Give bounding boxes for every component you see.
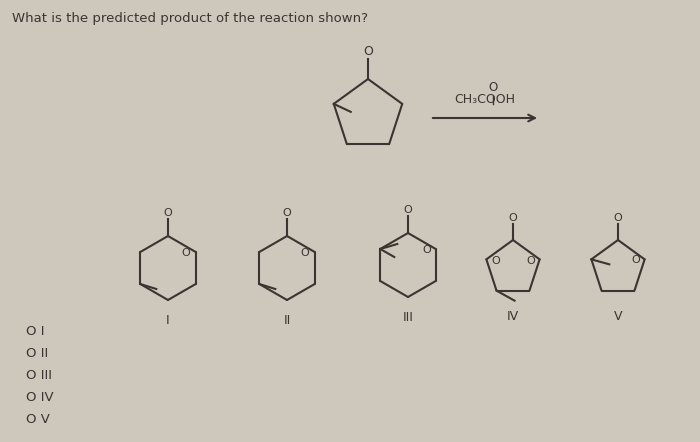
Text: O: O <box>489 81 498 94</box>
Text: O: O <box>422 245 430 255</box>
Text: O: O <box>181 248 190 258</box>
Text: O III: O III <box>26 369 52 382</box>
Text: II: II <box>284 314 290 327</box>
Text: O II: O II <box>26 347 48 360</box>
Text: O: O <box>491 256 500 267</box>
Text: O I: O I <box>26 325 45 338</box>
Text: What is the predicted product of the reaction shown?: What is the predicted product of the rea… <box>12 12 368 25</box>
Text: O V: O V <box>26 413 50 426</box>
Text: O: O <box>614 213 622 223</box>
Text: O: O <box>164 208 172 218</box>
Text: O: O <box>300 248 309 258</box>
Text: IV: IV <box>507 310 519 323</box>
Text: III: III <box>402 311 414 324</box>
Text: O IV: O IV <box>26 391 54 404</box>
Text: O: O <box>404 205 412 215</box>
Text: I: I <box>166 314 170 327</box>
Text: O: O <box>526 256 535 267</box>
Text: O: O <box>509 213 517 223</box>
Text: CH₃COOH: CH₃COOH <box>454 93 515 106</box>
Text: O: O <box>631 255 640 265</box>
Text: O: O <box>283 208 291 218</box>
Text: V: V <box>614 310 622 323</box>
Text: O: O <box>363 45 373 58</box>
